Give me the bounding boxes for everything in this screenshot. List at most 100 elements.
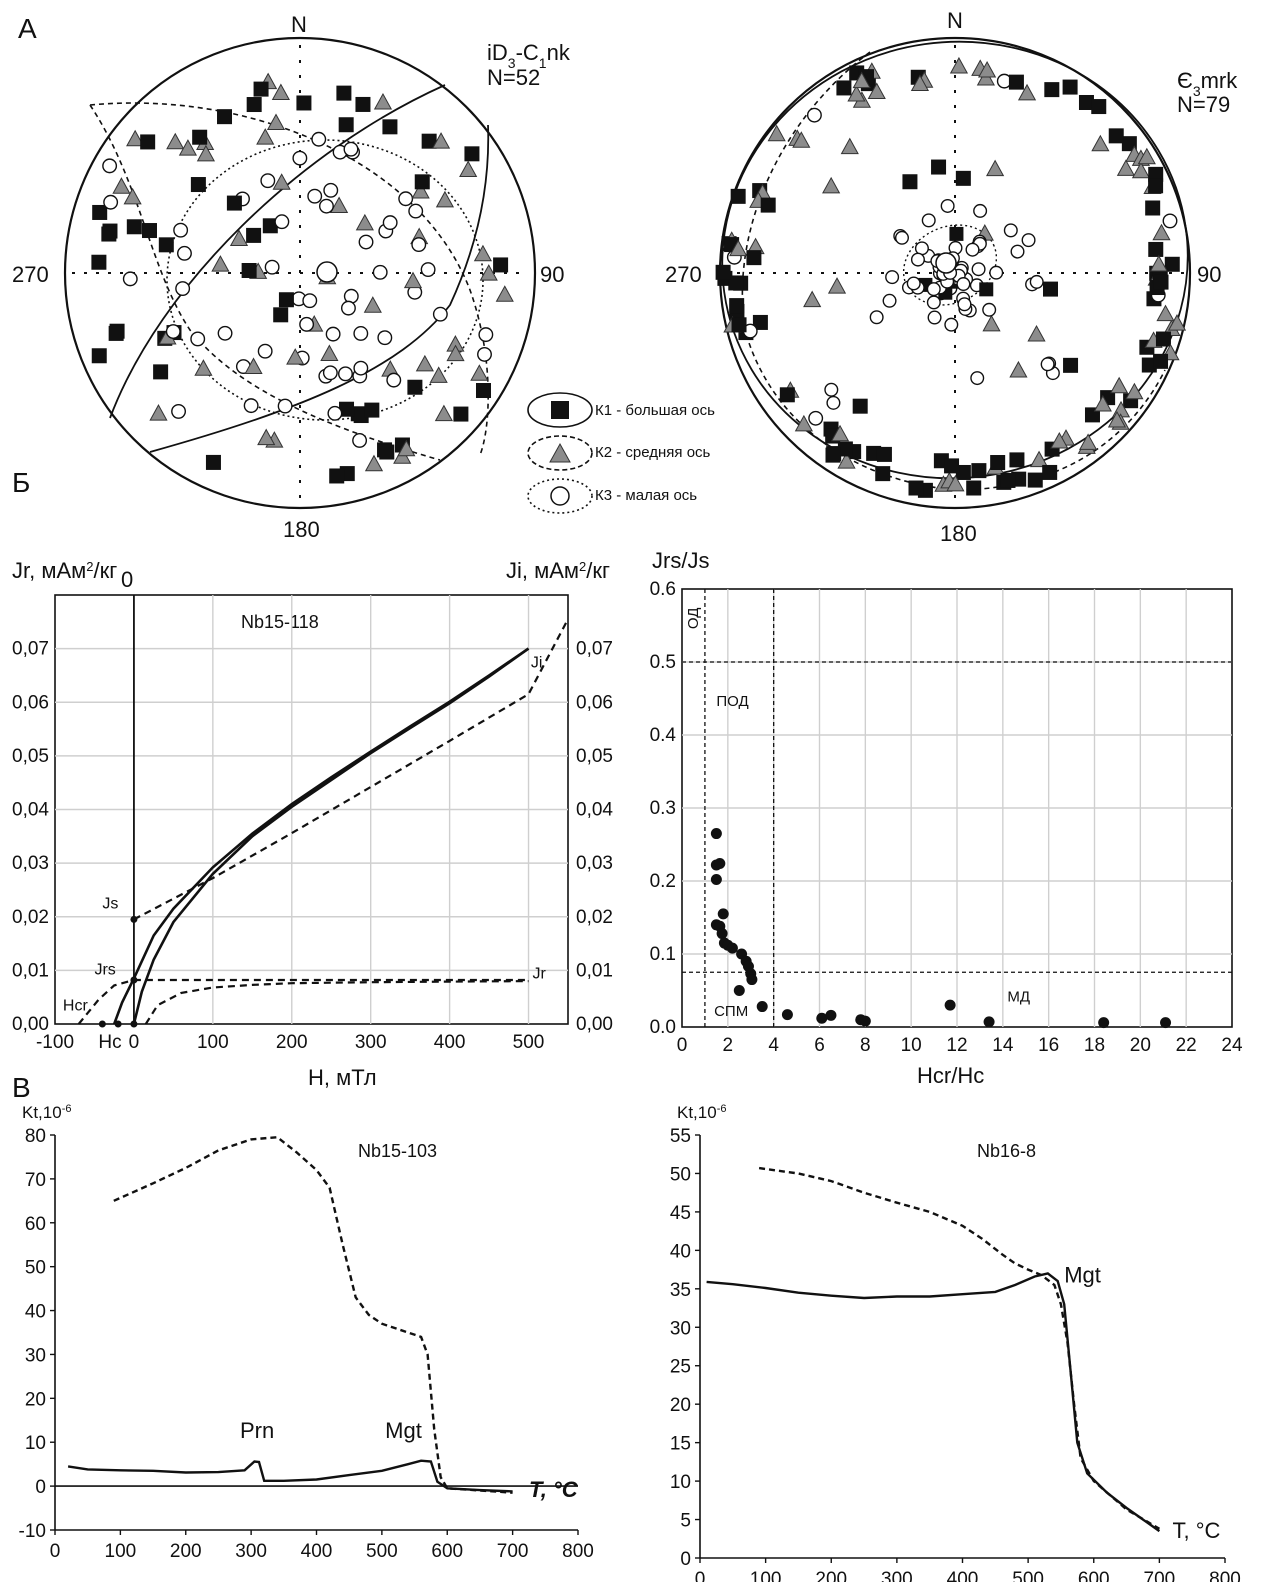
kt1-x-tick-label: 100 [105, 1541, 137, 1562]
k3-circle-symbol [971, 262, 986, 277]
day-region-sd-label: ОД [685, 608, 702, 630]
k2-triangle-symbol [1110, 376, 1129, 394]
k2-triangle-symbol [1149, 254, 1168, 272]
kt1-y-tick-label: 60 [25, 1214, 46, 1235]
kt1-x-tick-label: 700 [497, 1541, 529, 1562]
k2-triangle-symbol [123, 187, 142, 205]
hyst-series-line-5 [77, 978, 135, 1025]
hyst-hc-label: Hc [98, 1032, 121, 1053]
kt2-x-tick-label: 500 [1012, 1569, 1044, 1582]
k1-square-symbol [153, 364, 169, 380]
kt2-x-tick-label: 0 [695, 1569, 706, 1582]
kt2-y-tick-label: 25 [670, 1357, 691, 1378]
day-y-tick-label: 0.5 [650, 652, 676, 673]
k2-triangle-symbol [403, 271, 423, 289]
k2-triangle-symbol [479, 264, 498, 281]
hyst-y-tick-label-right: 0,06 [576, 692, 613, 713]
k3-circle-symbol [325, 326, 341, 342]
k1-square-symbol [1155, 331, 1171, 347]
k1-square-symbol [1009, 452, 1025, 468]
k2-triangle-symbol [411, 181, 430, 199]
stereonet-left-180-label: 180 [283, 517, 320, 542]
k2-triangle-symbol [1009, 360, 1028, 378]
kt2-y-tick-label: 35 [670, 1280, 691, 1301]
k2-triangle-symbol [852, 71, 871, 89]
k3-circle-symbol [910, 252, 925, 267]
hyst-y-tick-label-left: 0,00 [12, 1014, 49, 1035]
k1-square-symbol [141, 223, 157, 239]
k3-circle-symbol [411, 237, 427, 253]
k3-circle-symbol [353, 360, 369, 376]
stereonet-left-k1-great-circle [109, 84, 446, 419]
k1-square-symbol [944, 458, 960, 474]
legend-k2-triangle-symbol [549, 442, 571, 463]
hyst-series-line-4 [144, 980, 529, 1025]
k3-circle-symbol [318, 198, 334, 214]
k2-triangle-symbol [363, 296, 382, 313]
day-data-point [714, 857, 726, 869]
k3-circle-symbol [869, 310, 884, 325]
kt1-y-tick-label: -10 [19, 1521, 46, 1542]
stereonet-left: N 270 90 180 iD3-C1nk N=52 [12, 12, 571, 542]
k1-square-symbol [1145, 200, 1161, 216]
section-label-c: В [12, 1072, 31, 1103]
k1-square-symbol [1121, 136, 1137, 152]
k1-square-symbol [931, 159, 947, 175]
kt1-y-tick-label: 10 [25, 1433, 46, 1454]
kt1-x-tick-label: 600 [431, 1541, 463, 1562]
k2-triangle-symbol [229, 229, 249, 247]
day-y-tick-label: 0.4 [650, 725, 677, 746]
k3-circle-symbol [965, 242, 980, 257]
k1-square-symbol [1148, 166, 1164, 182]
stereonet-right-north-label: N [947, 8, 963, 33]
k2-triangle-symbol [435, 190, 455, 208]
hyst-marked-point [114, 1020, 122, 1028]
hyst-marked-point [130, 1020, 138, 1028]
hyst-y-tick-label-left: 0,05 [12, 746, 49, 767]
k1-square-symbol [192, 129, 208, 145]
kt2-x-tick-label: 800 [1209, 1569, 1241, 1582]
k3-circle-symbol [1003, 223, 1018, 238]
k2-triangle-symbol [867, 82, 886, 99]
kt2-mgt-label: Mgt [1064, 1263, 1101, 1288]
k3-circle-symbol [175, 281, 191, 297]
kt2-series-line-0 [758, 1166, 1161, 1530]
hyst-y-tick-label-right: 0,01 [576, 960, 613, 981]
k1-square-symbol [158, 237, 174, 253]
day-x-tick-label: 10 [901, 1035, 922, 1056]
kt2-x-tick-label: 100 [750, 1569, 782, 1582]
day-x-tick-label: 24 [1221, 1035, 1243, 1056]
k1-square-symbol [329, 468, 345, 484]
k2-triangle-symbol [149, 404, 168, 421]
kt2-y-tick-label: 40 [670, 1241, 691, 1262]
k3-circle-symbol [377, 330, 393, 346]
day-y-tick-label: 0.3 [650, 798, 676, 819]
day-data-point [717, 908, 729, 920]
k2-triangle-symbol [364, 454, 384, 472]
day-data-point [1160, 1017, 1172, 1029]
k2-triangle-symbol [1091, 134, 1110, 152]
stereonet-right-mean-circle [935, 252, 957, 274]
k2-triangle-symbol [1156, 304, 1175, 322]
day-region-spm-label: СПМ [714, 1003, 748, 1020]
kt2-y-tick-label: 30 [670, 1318, 691, 1339]
k3-circle-symbol [957, 297, 972, 312]
k1-square-symbol [779, 387, 795, 403]
hyst-y-tick-label-right: 0,07 [576, 639, 613, 660]
k3-circle-symbol [302, 293, 318, 309]
legend-k1-square-symbol [551, 401, 569, 419]
day-x-tick-label: 2 [723, 1035, 734, 1056]
legend-k2-ellipse [527, 435, 593, 471]
stereonet-right-k2-ellipse [741, 51, 1166, 491]
stereonet-left-north-label: N [291, 12, 307, 37]
hyst-y-tick-label-left: 0,01 [12, 960, 49, 981]
k3-circle-symbol [477, 346, 492, 362]
k1-square-symbol [1153, 353, 1169, 369]
kt1-y-tick-label: 50 [25, 1258, 46, 1279]
stereonet-left-outline [63, 36, 537, 510]
k3-circle-symbol [386, 372, 402, 388]
k1-square-symbol [92, 204, 108, 220]
stereonet-left-count-label: N=52 [487, 65, 540, 90]
k3-circle-symbol [352, 433, 368, 448]
k1-square-symbol [453, 406, 469, 422]
